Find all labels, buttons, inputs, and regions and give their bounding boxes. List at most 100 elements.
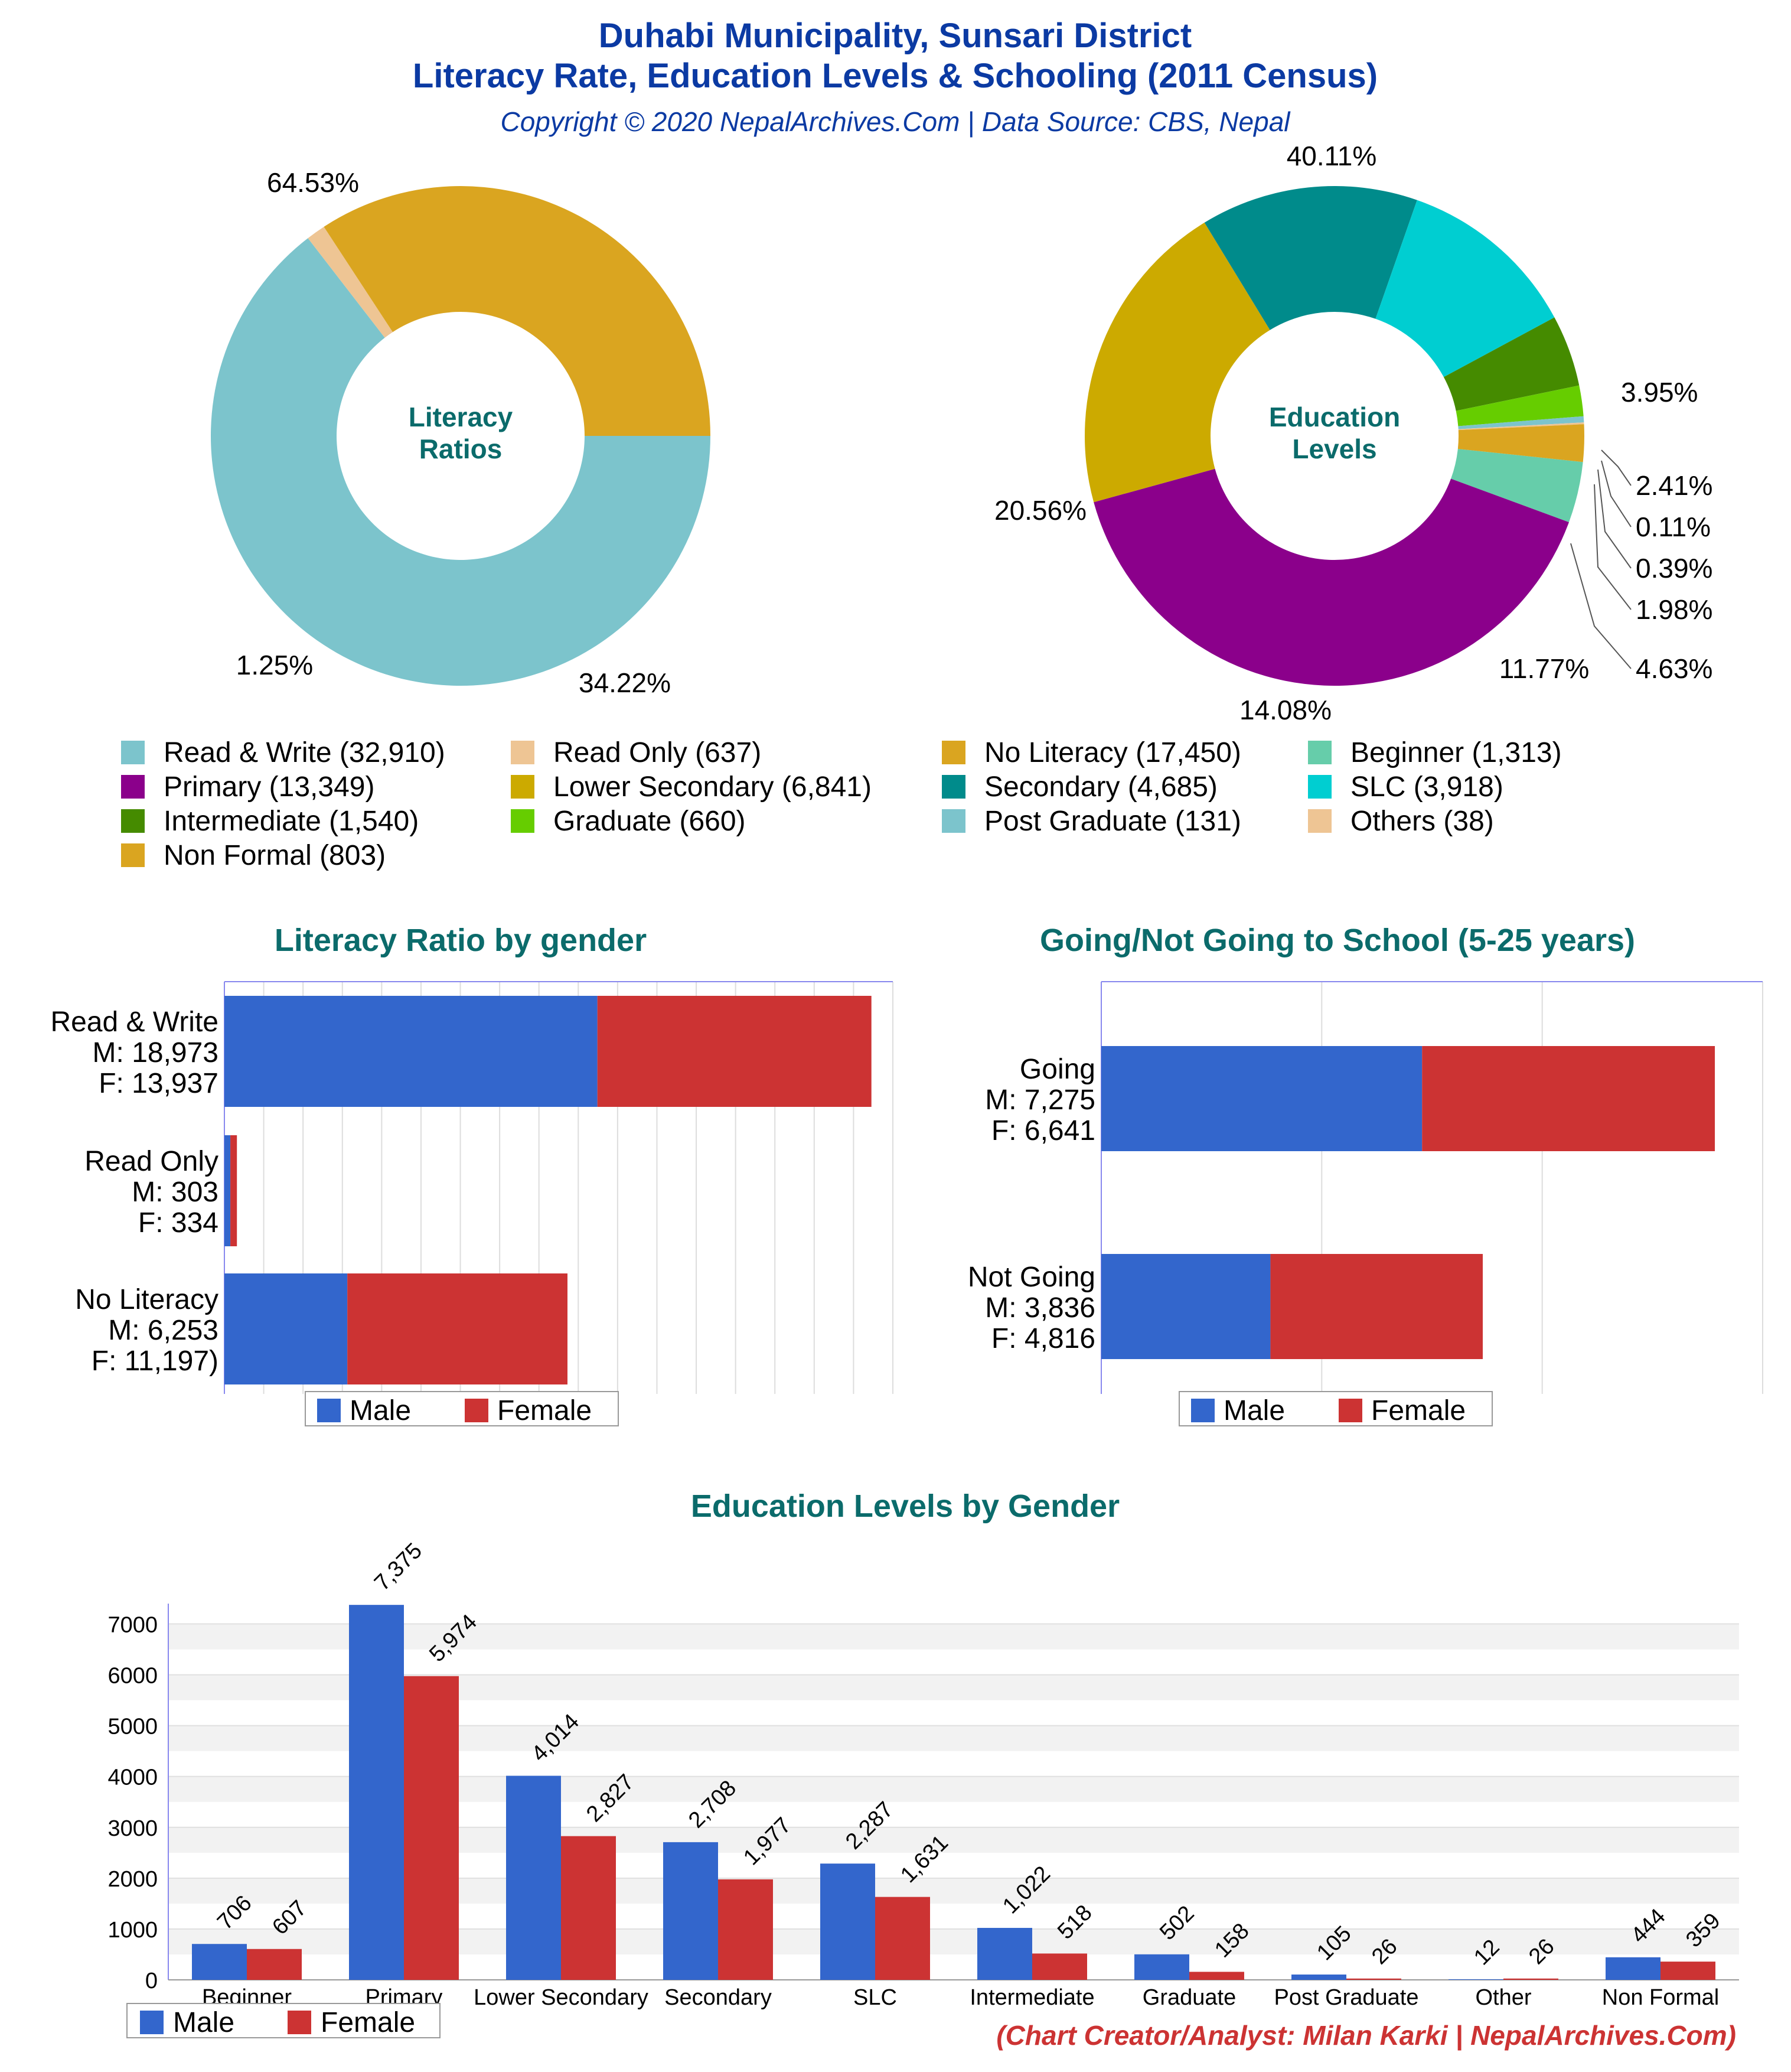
literacy-pct-label-read-only: 1.25% xyxy=(236,650,313,680)
edu-legend-swatch-female xyxy=(288,2011,311,2034)
edu-pct-label-others: 0.11% xyxy=(1636,512,1711,542)
literacy-slice-read-write xyxy=(211,238,710,686)
x-tick-label-intermediate: Intermediate xyxy=(970,1985,1094,2010)
bar-female-secondary xyxy=(718,1879,773,1980)
legend-swatch-read-write xyxy=(121,741,145,764)
x-tick-label-post-graduate: Post Graduate xyxy=(1274,1985,1418,2010)
education-slice-graduate xyxy=(1456,385,1584,426)
leader-line-intermediate xyxy=(1570,543,1632,669)
bar-male-lower-secondary xyxy=(506,1775,561,1980)
leader-line-post-graduate xyxy=(1597,469,1632,569)
legend-swatch-intermediate xyxy=(121,809,145,833)
literacy-bar-female-no-literacy xyxy=(347,1273,567,1384)
edu-pct-label-beginner: 3.95% xyxy=(1621,377,1698,408)
education-slice-lower-secondary xyxy=(1085,222,1270,503)
education-slice-beginner xyxy=(1451,448,1583,523)
bar-male-beginner xyxy=(192,1944,247,1980)
literacy-bar-male-read-only xyxy=(224,1135,231,1246)
legend-swatch-read-only xyxy=(511,741,534,764)
x-tick-label-lower-secondary: Lower Secondary xyxy=(474,1985,648,2010)
bar-female-lower-secondary xyxy=(561,1836,616,1980)
y-tick-label-3000: 3000 xyxy=(107,1816,158,1841)
literacy-category-label-read-only-2: F: 334 xyxy=(138,1207,218,1239)
legend-label-read-write: Read & Write (32,910) xyxy=(164,737,445,768)
legend-label-beginner: Beginner (1,313) xyxy=(1350,737,1562,768)
bar-male-slc xyxy=(820,1864,875,1980)
bar-female-slc xyxy=(875,1897,930,1980)
edu-label-leader-lines xyxy=(1570,449,1632,669)
school-category-label-going-0: Going xyxy=(1020,1054,1095,1085)
legend-swatch-no-literacy xyxy=(942,741,965,764)
legend-label-read-only: Read Only (637) xyxy=(553,737,761,768)
legend-swatch-secondary xyxy=(942,775,965,799)
legend-label-post-graduate: Post Graduate (131) xyxy=(984,806,1241,837)
literacy-legend-box xyxy=(305,1391,619,1426)
literacy-slice-no-literacy xyxy=(324,186,710,436)
edu-legend-label-female: Female xyxy=(321,2007,415,2038)
bar-female-beginner xyxy=(247,1949,302,1980)
literacy-pct-label-no-literacy: 34.22% xyxy=(579,667,671,698)
edu-legend-swatch-male xyxy=(140,2011,164,2034)
bar-male-post-graduate xyxy=(1291,1974,1346,1980)
literacy-pct-label-read-write: 64.53% xyxy=(267,167,359,198)
legend-swatch-beginner xyxy=(1308,741,1332,764)
literacy-bar-female-read-write xyxy=(597,996,872,1107)
chart-credit: (Chart Creator/Analyst: Milan Karki | Ne… xyxy=(996,2020,1736,2051)
bar-male-graduate xyxy=(1134,1954,1189,1980)
school-bar-female-going xyxy=(1422,1046,1715,1151)
school-bar-female-not-going xyxy=(1270,1254,1483,1359)
literacy-donut-center-label-2: Ratios xyxy=(419,434,503,464)
bar-female-post-graduate xyxy=(1346,1978,1401,1980)
legend-label-no-literacy: No Literacy (17,450) xyxy=(984,737,1241,768)
donut-legend: Read & Write (32,910) Read Only (637) No L… xyxy=(121,737,1562,871)
school-legend-label-male: Male xyxy=(1224,1395,1285,1426)
data-label-male-primary: 7,375 xyxy=(370,1539,427,1596)
bar-female-primary xyxy=(404,1676,459,1980)
literacy-bar-male-no-literacy xyxy=(224,1273,348,1384)
y-tick-label-0: 0 xyxy=(145,1969,158,1993)
legend-label-secondary: Secondary (4,685) xyxy=(984,771,1218,803)
y-tick-label-4000: 4000 xyxy=(107,1765,158,1790)
bar-male-primary xyxy=(349,1605,404,1980)
literacy-category-label-no-literacy-0: No Literacy xyxy=(75,1284,218,1315)
school-category-label-not-going-1: M: 3,836 xyxy=(985,1292,1095,1324)
data-label-female-graduate: 158 xyxy=(1210,1918,1254,1963)
leader-line-others xyxy=(1601,460,1632,527)
leader-line-non-formal xyxy=(1601,449,1632,486)
literacy-category-label-read-only-0: Read Only xyxy=(84,1146,218,1177)
literacy-gender-chart-title: Literacy Ratio by gender xyxy=(275,923,647,958)
literacy-donut-chart xyxy=(211,186,710,686)
school-legend-swatch-male xyxy=(1191,1399,1215,1422)
school-bar-male-going xyxy=(1101,1046,1423,1151)
education-slice-intermediate xyxy=(1443,317,1580,411)
x-tick-label-graduate: Graduate xyxy=(1143,1985,1236,2010)
leader-line-graduate xyxy=(1594,484,1632,610)
education-gender-chart-title: Education Levels by Gender xyxy=(691,1488,1120,1524)
school-going-chart-title: Going/Not Going to School (5-25 years) xyxy=(1040,923,1635,958)
legend-swatch-post-graduate xyxy=(942,809,965,833)
literacy-bar-female-read-only xyxy=(230,1135,237,1246)
literacy-legend-swatch-male xyxy=(317,1399,341,1422)
y-tick-label-6000: 6000 xyxy=(107,1664,158,1689)
education-slice-non-formal xyxy=(1457,424,1584,462)
y-tick-label-1000: 1000 xyxy=(107,1918,158,1943)
literacy-category-label-read-only-1: M: 303 xyxy=(132,1177,218,1208)
bar-female-intermediate xyxy=(1032,1953,1087,1980)
legend-swatch-lower-secondary xyxy=(511,775,534,799)
bar-male-secondary xyxy=(663,1842,718,1980)
x-tick-label-other: Other xyxy=(1475,1985,1531,2010)
literacy-slice-read-only xyxy=(308,226,393,338)
y-tick-label-7000: 7000 xyxy=(107,1612,158,1637)
school-category-label-going-1: M: 7,275 xyxy=(985,1084,1095,1116)
page-title-line2: Literacy Rate, Education Levels & School… xyxy=(413,57,1378,95)
edu-pct-label-secondary: 14.08% xyxy=(1239,695,1332,725)
literacy-category-label-read-write-1: M: 18,973 xyxy=(93,1037,218,1068)
literacy-donut-center-label-1: Literacy xyxy=(409,402,513,432)
x-tick-label-slc: SLC xyxy=(853,1985,897,2010)
school-legend-swatch-female xyxy=(1339,1399,1362,1422)
school-category-label-going-2: F: 6,641 xyxy=(991,1115,1095,1146)
